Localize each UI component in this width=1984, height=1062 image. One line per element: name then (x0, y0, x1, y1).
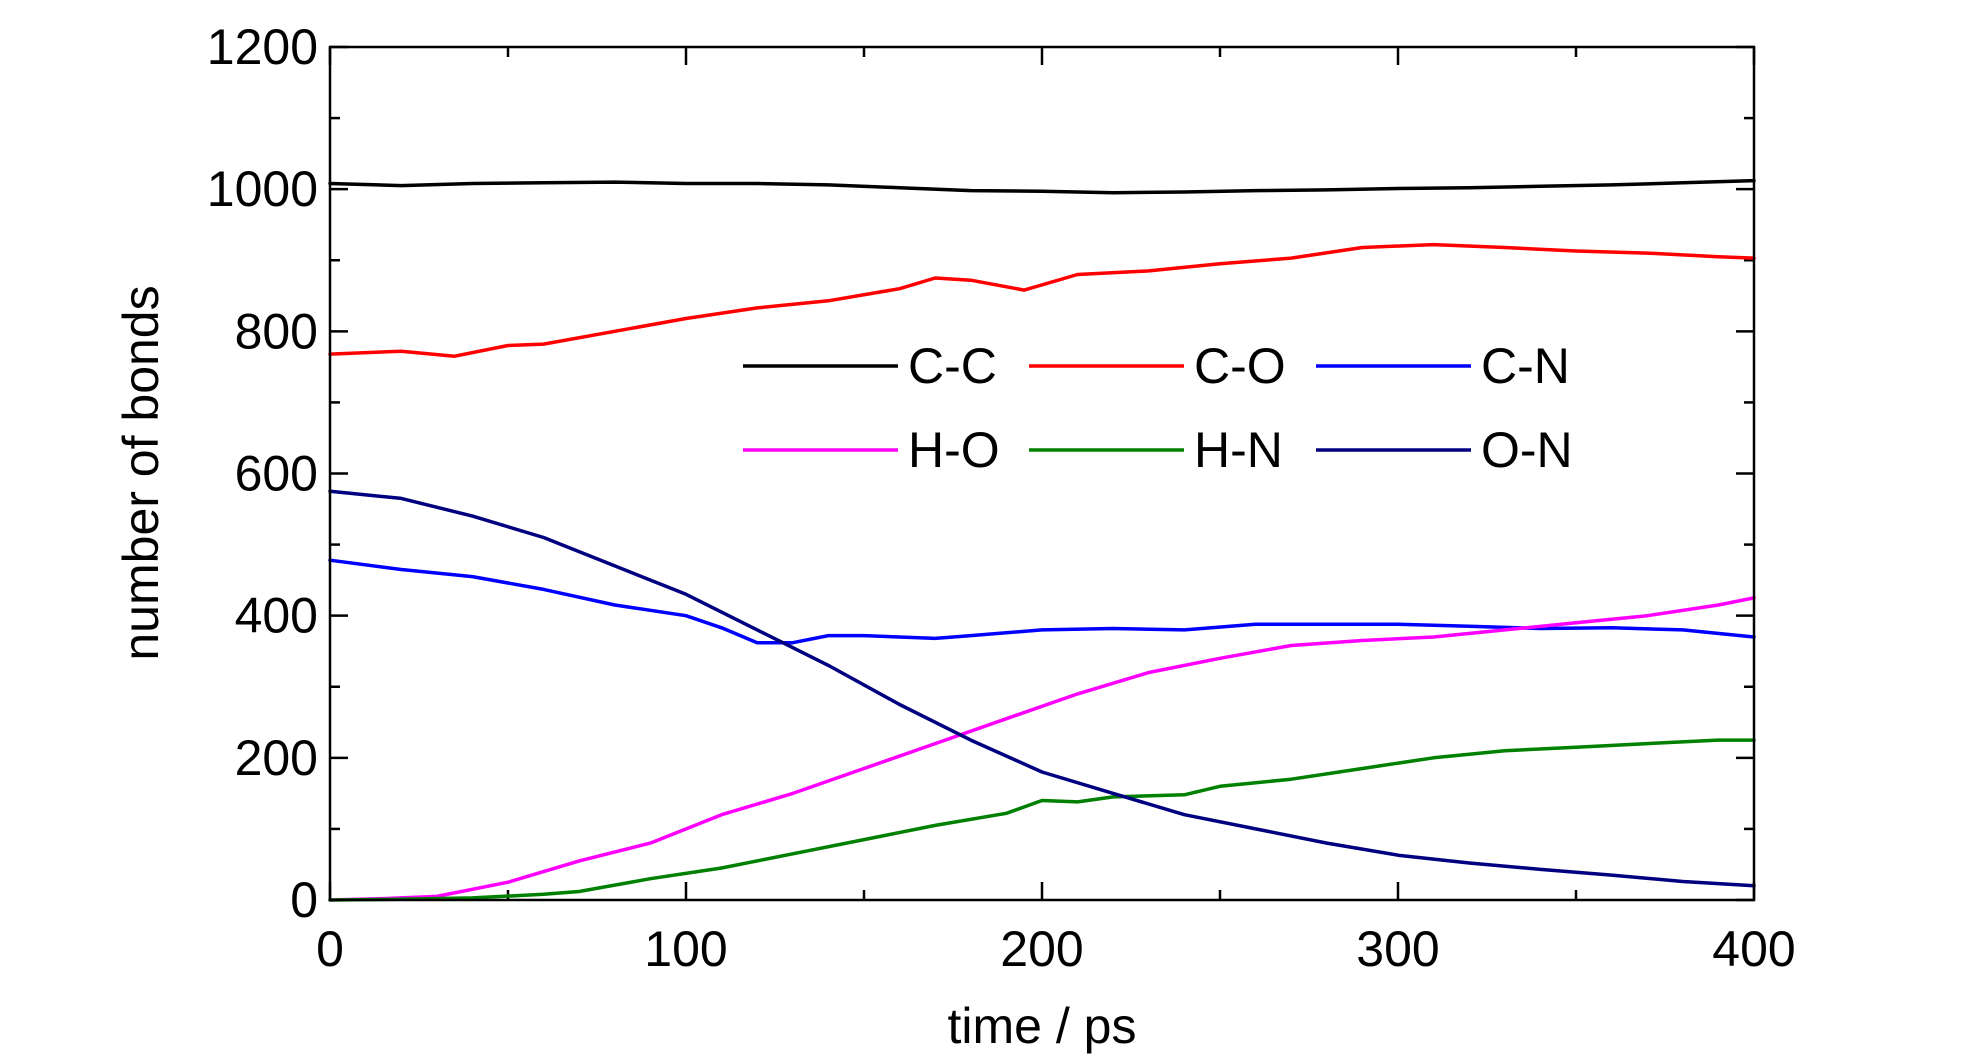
series-lines (328, 178, 1756, 902)
y-axis-label: number of bonds (113, 285, 169, 660)
y-tick-label: 0 (290, 872, 318, 928)
legend-item-c-n: C-N (1316, 338, 1570, 394)
legend-item-h-n: H-N (1029, 422, 1283, 478)
series-line-h-n (328, 738, 1756, 902)
y-tick-label: 1000 (207, 161, 318, 217)
series-line-c-n (328, 558, 1756, 645)
legend: C-C C-O C-N H-O H-N O-N (743, 338, 1573, 478)
x-tick-label: 200 (1000, 921, 1083, 977)
y-tick-label: 1200 (207, 19, 318, 75)
tick-labels: 0 100 200 300 400 0 200 400 600 800 1000 1200 (207, 19, 1796, 977)
y-tick-label: 400 (235, 588, 318, 644)
series-line-o-n (328, 489, 1756, 888)
legend-label: C-N (1481, 338, 1570, 394)
series-line-h-o (328, 596, 1756, 902)
legend-label: C-C (908, 338, 997, 394)
legend-item-o-n: O-N (1316, 422, 1573, 478)
legend-item-h-o: H-O (743, 422, 1000, 478)
y-tick-label: 600 (235, 446, 318, 502)
legend-label: H-O (908, 422, 1000, 478)
y-tick-label: 200 (235, 730, 318, 786)
legend-item-c-o: C-O (1029, 338, 1286, 394)
y-tick-label: 800 (235, 303, 318, 359)
x-tick-label: 0 (316, 921, 344, 977)
legend-label: H-N (1194, 422, 1283, 478)
x-tick-label: 100 (644, 921, 727, 977)
x-axis-label: time / ps (948, 998, 1137, 1054)
legend-label: C-O (1194, 338, 1286, 394)
x-tick-label: 400 (1712, 921, 1795, 977)
legend-item-c-c: C-C (743, 338, 997, 394)
plot-frame (328, 45, 1756, 902)
x-tick-label: 300 (1356, 921, 1439, 977)
series-line-c-c (328, 178, 1756, 195)
series-line-c-o (328, 242, 1756, 358)
legend-label: O-N (1481, 422, 1573, 478)
